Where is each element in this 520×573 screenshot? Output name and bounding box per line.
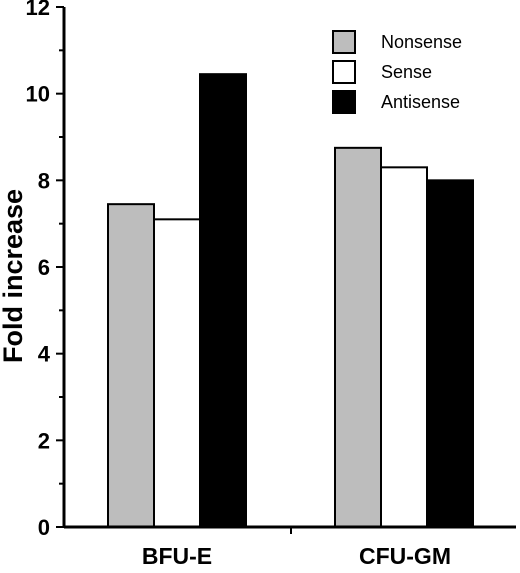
plot-area: 0 2 4 6 8 10 12 BFU-E CFU-GM [26, 0, 516, 569]
legend-swatch-sense [332, 60, 356, 84]
bar-cfu-gm-sense [380, 166, 428, 528]
y-tick-label: 8 [38, 168, 50, 193]
legend-label-antisense: Antisense [381, 92, 460, 112]
legend-label-sense: Sense [381, 62, 432, 82]
bar-cfu-gm-antisense [426, 179, 474, 528]
y-ticks: 0 2 4 6 8 10 12 [26, 0, 64, 540]
y-tick-label: 4 [38, 342, 51, 367]
x-category-labels: BFU-E CFU-GM [142, 527, 451, 569]
legend-swatch-nonsense [332, 30, 356, 54]
bar-bfu-e-nonsense [107, 203, 155, 529]
y-tick-label: 0 [38, 515, 50, 540]
y-tick-label: 6 [38, 255, 50, 280]
legend: Nonsense Sense Antisense [332, 30, 462, 114]
bars [107, 73, 474, 529]
y-tick-label: 10 [26, 82, 50, 107]
bar-bfu-e-antisense [199, 73, 247, 529]
legend-label-nonsense: Nonsense [381, 32, 462, 52]
bar-cfu-gm-nonsense [334, 146, 382, 528]
bar-bfu-e-sense [153, 218, 201, 528]
y-tick-label: 2 [38, 428, 50, 453]
y-tick-label: 12 [26, 0, 50, 20]
x-category-label: BFU-E [142, 543, 212, 569]
y-axis-title: Fold increase [0, 189, 28, 363]
legend-swatch-antisense [332, 90, 356, 114]
x-category-label: CFU-GM [359, 543, 451, 569]
